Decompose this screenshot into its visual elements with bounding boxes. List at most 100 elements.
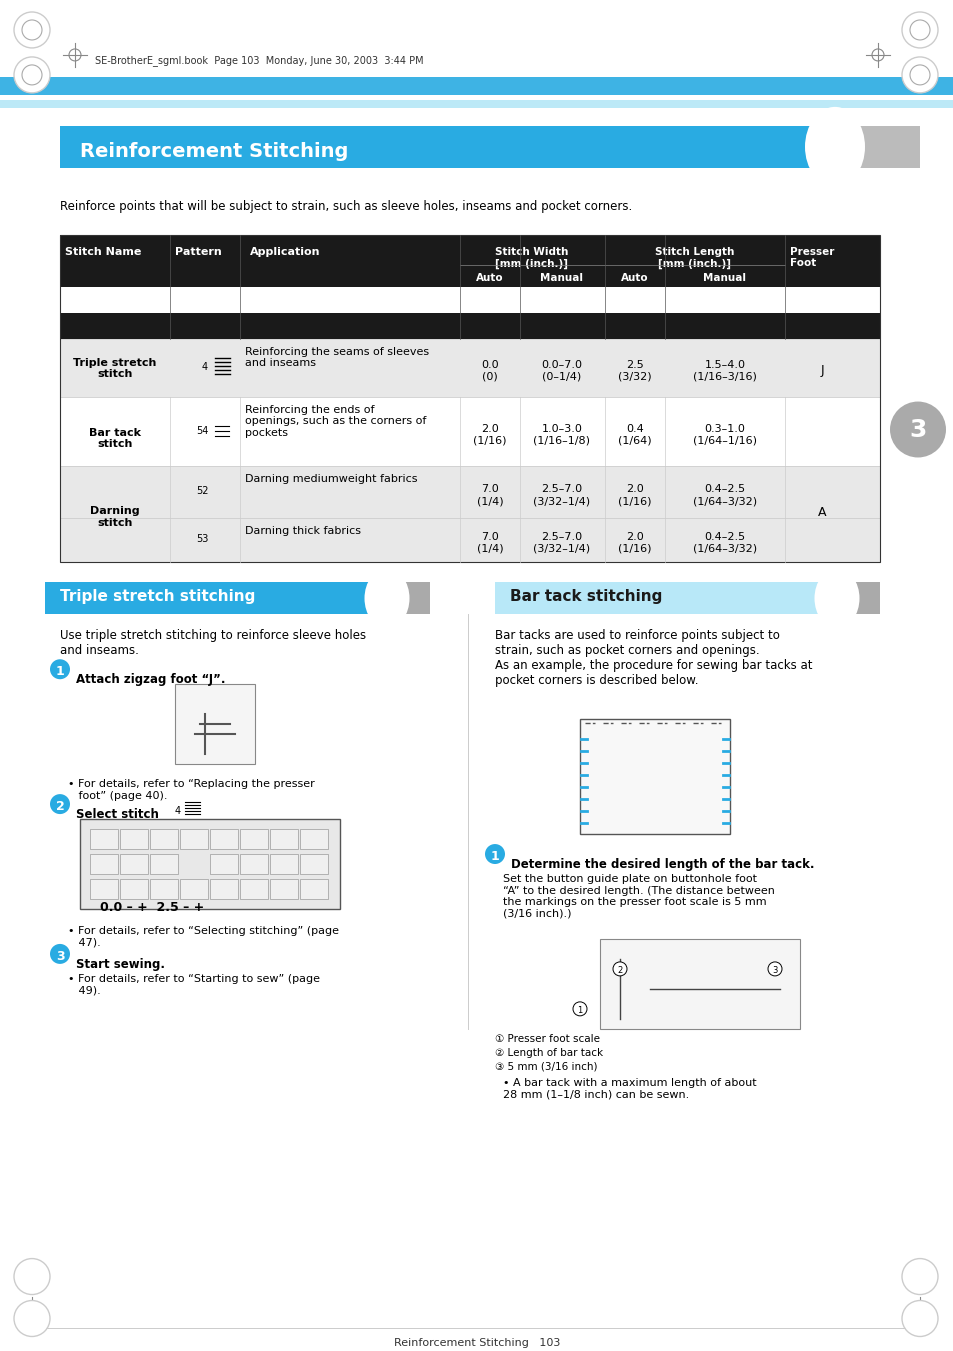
- Text: Pattern: Pattern: [174, 247, 221, 257]
- Text: 3: 3: [772, 966, 777, 975]
- Bar: [60, 235, 879, 286]
- Text: Bar tack
stitch: Bar tack stitch: [89, 427, 141, 449]
- Text: Darning
stitch: Darning stitch: [91, 507, 140, 528]
- Bar: [180, 880, 208, 898]
- Bar: [270, 880, 297, 898]
- Bar: [120, 830, 148, 848]
- Text: 7.0
(1/4): 7.0 (1/4): [476, 532, 503, 554]
- Bar: [150, 854, 178, 874]
- Text: Auto: Auto: [620, 273, 648, 282]
- Text: Use triple stretch stitching to reinforce sleeve holes
and inseams.: Use triple stretch stitching to reinforc…: [60, 630, 366, 658]
- Circle shape: [14, 12, 50, 47]
- Text: A: A: [817, 507, 825, 519]
- Text: Darning mediumweight fabrics: Darning mediumweight fabrics: [245, 474, 417, 485]
- Bar: [90, 830, 118, 848]
- Text: Bar tack stitching: Bar tack stitching: [510, 589, 661, 604]
- Text: Stitch Width
[mm (inch.)]: Stitch Width [mm (inch.)]: [495, 247, 568, 269]
- Text: Start sewing.: Start sewing.: [76, 958, 165, 971]
- Text: 2.5–7.0
(3/32–1/4): 2.5–7.0 (3/32–1/4): [533, 485, 590, 507]
- Bar: [60, 423, 170, 519]
- Bar: [120, 854, 148, 874]
- Text: Presser
Foot: Presser Foot: [789, 247, 834, 269]
- Text: Darning thick fabrics: Darning thick fabrics: [245, 527, 360, 536]
- Circle shape: [889, 401, 945, 458]
- Bar: [60, 235, 879, 562]
- Text: Reinforce points that will be subject to strain, such as sleeve holes, inseams a: Reinforce points that will be subject to…: [60, 200, 632, 212]
- Bar: [0, 77, 953, 95]
- Bar: [240, 830, 268, 848]
- Text: 4: 4: [202, 362, 208, 372]
- Text: 0.4–2.5
(1/64–3/32): 0.4–2.5 (1/64–3/32): [692, 532, 757, 554]
- Text: Manual: Manual: [702, 273, 745, 282]
- Circle shape: [901, 1259, 937, 1294]
- Text: ③ 5 mm (3/16 inch): ③ 5 mm (3/16 inch): [495, 1062, 597, 1071]
- Circle shape: [50, 659, 70, 680]
- Circle shape: [613, 962, 626, 975]
- Text: Reinforcement Stitching: Reinforcement Stitching: [80, 142, 348, 161]
- Bar: [60, 397, 879, 466]
- Bar: [299, 880, 328, 898]
- Bar: [150, 830, 178, 848]
- Bar: [840, 126, 919, 168]
- Text: 1: 1: [490, 850, 498, 863]
- Circle shape: [901, 57, 937, 93]
- Text: Attach zigzag foot “J”.: Attach zigzag foot “J”.: [76, 673, 225, 686]
- Circle shape: [14, 57, 50, 93]
- Text: 2.0
(1/16): 2.0 (1/16): [473, 423, 506, 444]
- Text: 52: 52: [195, 486, 208, 496]
- Text: 0.4–2.5
(1/64–3/32): 0.4–2.5 (1/64–3/32): [692, 485, 757, 507]
- Text: 2.5–7.0
(3/32–1/4): 2.5–7.0 (3/32–1/4): [533, 532, 590, 554]
- Text: 0.4
(1/64): 0.4 (1/64): [618, 423, 651, 444]
- Text: 0.0 – +  2.5 – +: 0.0 – + 2.5 – +: [100, 901, 204, 915]
- Ellipse shape: [814, 569, 859, 628]
- Text: 0.0–7.0
(0–1/4): 0.0–7.0 (0–1/4): [541, 359, 582, 381]
- Text: 1.5–4.0
(1/16–3/16): 1.5–4.0 (1/16–3/16): [692, 359, 756, 381]
- Text: Auto: Auto: [476, 273, 503, 282]
- Bar: [90, 854, 118, 874]
- Circle shape: [14, 1259, 50, 1294]
- Circle shape: [14, 1301, 50, 1336]
- Text: 54: 54: [195, 426, 208, 435]
- Bar: [0, 100, 953, 108]
- Circle shape: [573, 1002, 586, 1016]
- Text: 4: 4: [174, 807, 181, 816]
- Text: Application: Application: [250, 247, 320, 257]
- Text: 2.0
(1/16): 2.0 (1/16): [618, 532, 651, 554]
- Text: Reinforcement Stitching   103: Reinforcement Stitching 103: [394, 1339, 559, 1348]
- Text: 7.0
(1/4): 7.0 (1/4): [476, 485, 503, 507]
- Bar: [579, 719, 729, 834]
- Text: Reinforcing the ends of
openings, such as the corners of
pockets: Reinforcing the ends of openings, such a…: [245, 404, 426, 438]
- Text: Select stitch: Select stitch: [76, 808, 159, 821]
- Bar: [80, 819, 339, 909]
- Text: ① Presser foot scale: ① Presser foot scale: [495, 1034, 599, 1044]
- Text: Determine the desired length of the bar tack.: Determine the desired length of the bar …: [511, 858, 814, 871]
- Circle shape: [901, 12, 937, 47]
- Bar: [240, 880, 268, 898]
- Bar: [299, 854, 328, 874]
- Text: • For details, refer to “Selecting stitching” (page
   47).: • For details, refer to “Selecting stitc…: [68, 925, 338, 947]
- Text: 1.0–3.0
(1/16–1/8): 1.0–3.0 (1/16–1/8): [533, 423, 590, 444]
- Circle shape: [484, 844, 504, 865]
- Text: 0.3–1.0
(1/64–1/16): 0.3–1.0 (1/64–1/16): [692, 423, 757, 444]
- Text: • A bar tack with a maximum length of about
28 mm (1–1/8 inch) can be sewn.: • A bar tack with a maximum length of ab…: [502, 1078, 756, 1100]
- Bar: [210, 880, 237, 898]
- Bar: [120, 880, 148, 898]
- Text: Reinforcing the seams of sleeves
and inseams: Reinforcing the seams of sleeves and ins…: [245, 347, 429, 369]
- Text: Manual: Manual: [540, 273, 583, 282]
- Text: Triple stretch stitching: Triple stretch stitching: [60, 589, 255, 604]
- Text: 3: 3: [908, 417, 925, 442]
- Bar: [495, 582, 864, 615]
- Bar: [60, 466, 879, 519]
- Text: • For details, refer to “Replacing the presser
   foot” (page 40).: • For details, refer to “Replacing the p…: [68, 780, 314, 801]
- Circle shape: [50, 794, 70, 815]
- Circle shape: [767, 962, 781, 975]
- Text: J: J: [820, 363, 823, 377]
- Bar: [390, 582, 430, 615]
- Text: Triple stretch
stitch: Triple stretch stitch: [73, 358, 156, 380]
- Bar: [180, 830, 208, 848]
- Text: 1: 1: [577, 1006, 582, 1015]
- Text: 53: 53: [195, 535, 208, 544]
- Bar: [270, 830, 297, 848]
- Bar: [210, 830, 237, 848]
- Text: ② Length of bar tack: ② Length of bar tack: [495, 1048, 602, 1058]
